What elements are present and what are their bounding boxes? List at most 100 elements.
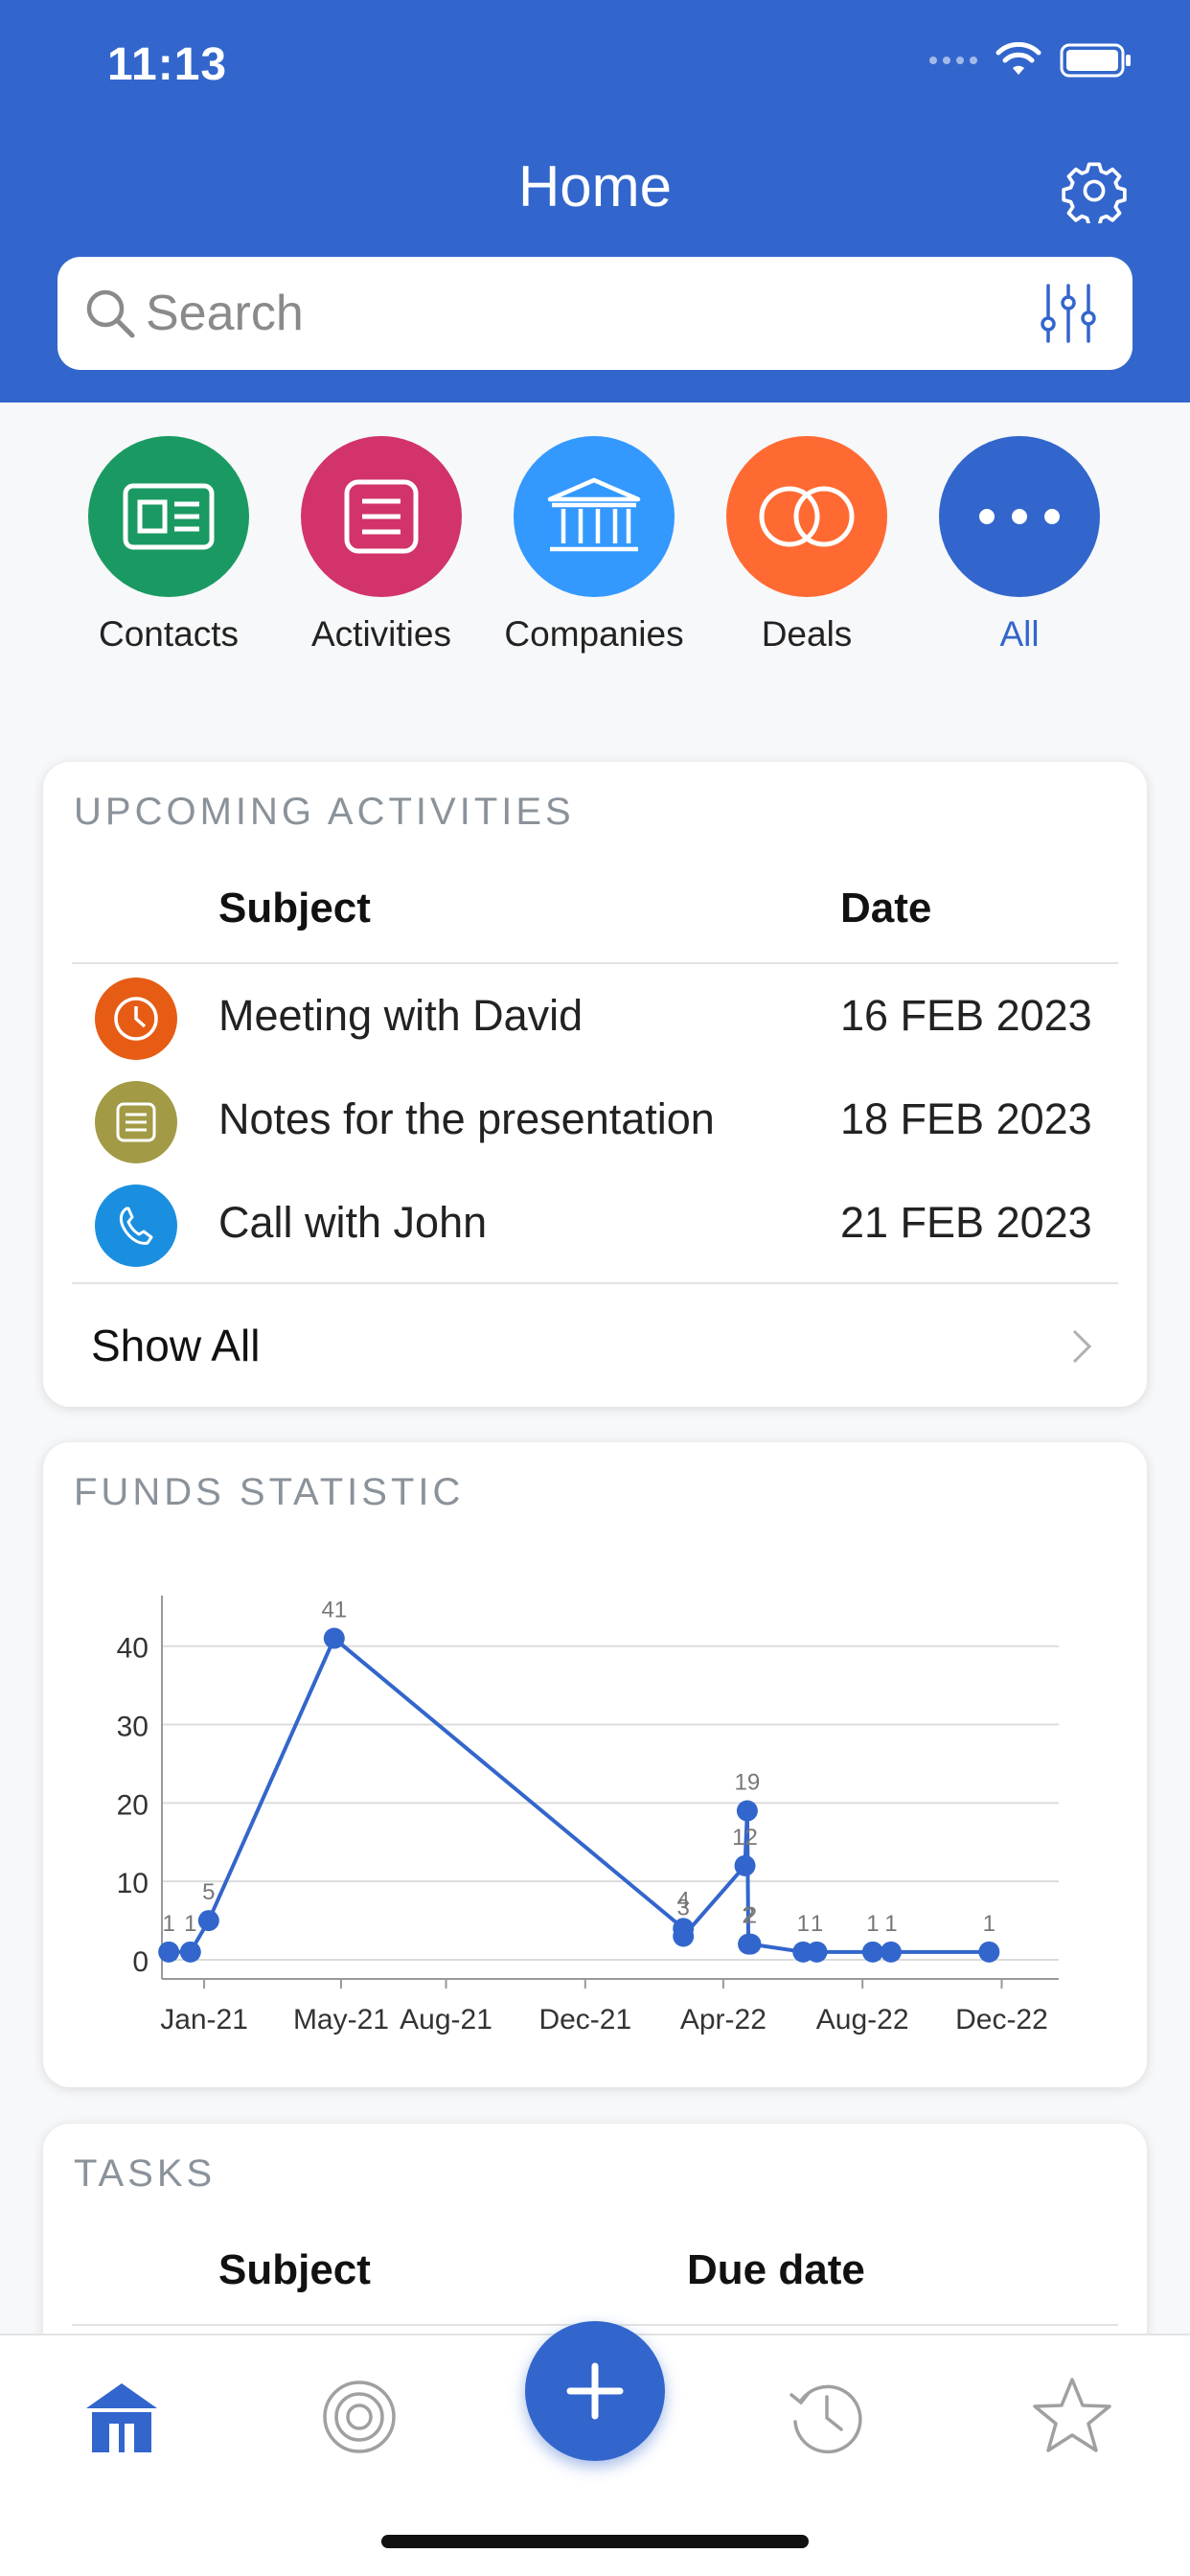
chart-y-tick-label: 0 bbox=[132, 1946, 149, 1978]
show-all-button[interactable]: Show All bbox=[43, 1287, 1147, 1402]
status-icons bbox=[929, 42, 1133, 79]
chart-x-tick-label: Jan-21 bbox=[160, 2004, 248, 2036]
contact-card-icon bbox=[88, 436, 249, 597]
category-label: Activities bbox=[311, 614, 451, 654]
chart-data-point bbox=[197, 1910, 219, 1932]
chart-data-label: 1 bbox=[866, 1911, 879, 1937]
card-title: TASKS bbox=[74, 2152, 217, 2195]
chart-x-tick-label: Dec-21 bbox=[538, 2004, 631, 2036]
activity-date: 18 FEB 2023 bbox=[840, 1094, 1092, 1143]
chart-x-tick-label: Dec-22 bbox=[955, 2004, 1048, 2036]
chart-data-label: 1 bbox=[184, 1911, 196, 1937]
plus-icon bbox=[566, 2362, 624, 2420]
chart-data-point bbox=[736, 1800, 758, 1822]
card-title: FUNDS STATISTIC bbox=[74, 1471, 465, 1513]
page-title: Home bbox=[517, 154, 673, 218]
status-time: 11:13 bbox=[107, 39, 228, 90]
chart-data-point bbox=[158, 1941, 180, 1963]
search-bar[interactable] bbox=[57, 257, 1133, 370]
list-icon bbox=[301, 436, 462, 597]
show-all-label: Show All bbox=[91, 1321, 261, 1370]
chart-data-label: 1 bbox=[983, 1911, 995, 1937]
chart-x-tick-label: Apr-22 bbox=[680, 2004, 767, 2036]
activity-row[interactable]: Call with John 21 FEB 2023 bbox=[43, 1175, 1147, 1271]
history-icon[interactable] bbox=[784, 2374, 870, 2460]
activity-subject: Call with John bbox=[218, 1198, 488, 1247]
category-all[interactable]: All bbox=[914, 436, 1125, 655]
funds-line-chart: 0 10 20 30 40 Jan-21 May-21 Aug-21 Dec-21 Apr-22 A… bbox=[117, 1596, 1059, 2036]
chart-series-line bbox=[169, 1636, 990, 1954]
activity-date: 16 FEB 2023 bbox=[840, 991, 1092, 1040]
chart-data-label: 12 bbox=[732, 1825, 758, 1851]
more-icon bbox=[939, 436, 1100, 597]
chart-data-label: 1 bbox=[811, 1911, 823, 1937]
column-header-subject: Subject bbox=[218, 2246, 371, 2293]
category-shortcuts: Contacts Activities Companies Deals All bbox=[0, 436, 1190, 666]
chart-data-label: 4 bbox=[677, 1887, 690, 1913]
category-activities[interactable]: Activities bbox=[276, 436, 487, 655]
chart-data-point bbox=[323, 1627, 345, 1649]
chart-data-point bbox=[734, 1854, 756, 1876]
chart-x-tick-label: May-21 bbox=[293, 2004, 389, 2036]
wifi-icon bbox=[995, 42, 1041, 75]
activity-row[interactable]: Notes for the presentation 18 FEB 2023 bbox=[43, 1071, 1147, 1167]
funds-statistic-card: FUNDS STATISTIC 0 10 20 30 40 Jan-21 May-21 Aug… bbox=[43, 1442, 1147, 2087]
column-header-due-date: Due date bbox=[687, 2246, 865, 2293]
battery-icon bbox=[1060, 43, 1131, 78]
column-header-subject: Subject bbox=[218, 885, 371, 932]
chart-y-tick-label: 10 bbox=[117, 1868, 149, 1899]
home-indicator bbox=[381, 2535, 809, 2548]
chart-data-label: 3 bbox=[677, 1895, 690, 1920]
chart-data-point bbox=[978, 1941, 1000, 1963]
signal-icon bbox=[929, 57, 977, 64]
bank-building-icon bbox=[514, 436, 675, 597]
category-contacts[interactable]: Contacts bbox=[63, 436, 274, 655]
category-label: Contacts bbox=[98, 614, 239, 654]
star-icon[interactable] bbox=[1029, 2374, 1115, 2460]
column-header-date: Date bbox=[840, 885, 932, 932]
gear-icon[interactable] bbox=[1062, 158, 1127, 223]
search-icon bbox=[86, 289, 135, 338]
chart-y-tick-label: 30 bbox=[117, 1712, 149, 1743]
chart-data-label: 41 bbox=[321, 1598, 347, 1623]
category-companies[interactable]: Companies bbox=[489, 436, 699, 655]
chart-data-label: 1 bbox=[884, 1911, 897, 1937]
target-icon[interactable] bbox=[316, 2374, 402, 2460]
activity-date: 21 FEB 2023 bbox=[840, 1198, 1092, 1247]
chart-data-point bbox=[861, 1941, 883, 1963]
phone-icon bbox=[95, 1184, 177, 1267]
chart-data-label: 19 bbox=[735, 1770, 761, 1796]
rings-icon bbox=[726, 436, 887, 597]
divider bbox=[72, 1282, 1118, 1284]
note-icon bbox=[95, 1081, 177, 1163]
chart-y-tick-label: 40 bbox=[117, 1633, 149, 1665]
chart-data-label: 5 bbox=[202, 1879, 215, 1905]
chart-y-tick-label: 20 bbox=[117, 1789, 149, 1821]
chart-data-label: 2 bbox=[744, 1903, 757, 1929]
chart-x-tick-label: Aug-22 bbox=[816, 2004, 909, 2036]
activity-subject: Meeting with David bbox=[218, 991, 584, 1040]
category-label: All bbox=[999, 614, 1040, 654]
clock-icon bbox=[95, 978, 177, 1060]
chevron-right-icon bbox=[1072, 1329, 1092, 1364]
chart-data-point bbox=[806, 1941, 828, 1963]
chart-data-point bbox=[179, 1941, 201, 1963]
header: 11:13 Home bbox=[0, 0, 1190, 402]
filter-sliders-icon[interactable] bbox=[1037, 282, 1100, 345]
search-input[interactable] bbox=[146, 276, 989, 351]
category-label: Deals bbox=[761, 614, 853, 654]
category-label: Companies bbox=[504, 614, 684, 654]
chart-data-point bbox=[673, 1925, 695, 1947]
activity-row[interactable]: Meeting with David 16 FEB 2023 bbox=[43, 968, 1147, 1064]
chart-data-label: 2 bbox=[742, 1903, 754, 1929]
card-title: UPCOMING ACTIVITIES bbox=[74, 791, 575, 833]
chart-data-point bbox=[880, 1941, 902, 1963]
home-icon[interactable] bbox=[79, 2374, 165, 2460]
chart-data-label: 1 bbox=[797, 1911, 810, 1937]
chart-data-label: 1 bbox=[162, 1911, 174, 1937]
chart-x-tick-label: Aug-21 bbox=[400, 2004, 492, 2036]
upcoming-activities-card: UPCOMING ACTIVITIES Subject Date Meeting… bbox=[43, 762, 1147, 1407]
activity-subject: Notes for the presentation bbox=[218, 1094, 715, 1143]
add-button[interactable] bbox=[525, 2321, 665, 2461]
category-deals[interactable]: Deals bbox=[701, 436, 912, 655]
